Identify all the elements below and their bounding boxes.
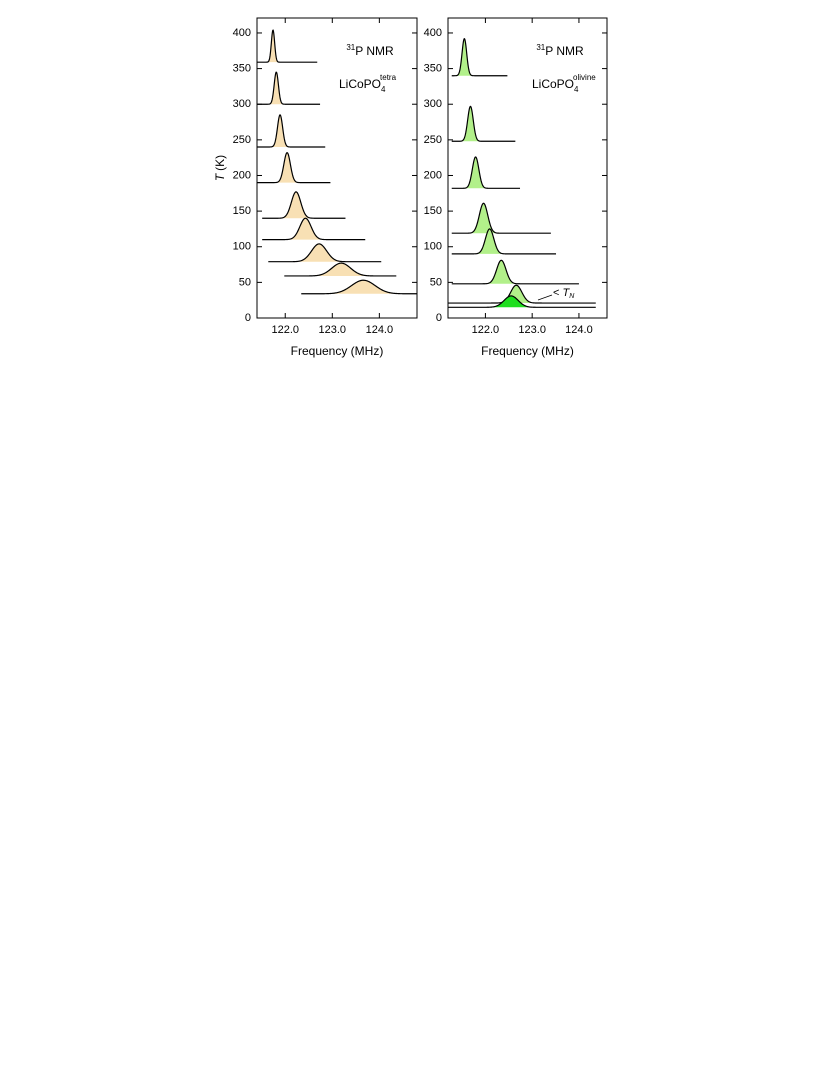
y-tick-label: 250 <box>424 134 442 146</box>
peak-fill <box>483 295 540 308</box>
x-tick-label: 122.0 <box>271 324 299 336</box>
y-tick-label: 350 <box>233 63 251 75</box>
plot-frame <box>447 17 608 319</box>
peak-fill <box>316 280 411 294</box>
x-tick-label: 123.0 <box>319 324 347 336</box>
spectrum-line <box>451 38 508 77</box>
y-tick-label: 400 <box>233 27 251 39</box>
y-tick-label: 200 <box>233 169 251 181</box>
y-tick-label: 50 <box>430 276 442 288</box>
y-tick-label: 50 <box>239 276 251 288</box>
peak-fill <box>493 285 539 304</box>
peak-fill <box>289 243 350 262</box>
y-tick-label: 250 <box>233 134 251 146</box>
spectrum-line <box>451 228 557 255</box>
x-tick-label: 124.0 <box>565 324 593 336</box>
y-tick-label: 200 <box>424 169 442 181</box>
annotation: < TN <box>553 287 575 300</box>
spectrum-line <box>451 202 551 234</box>
title-isotope: 31 <box>536 43 545 52</box>
y-tick-label: 0 <box>436 312 442 324</box>
compound-label: LiCoPO4 <box>532 77 579 94</box>
spectrum-line <box>268 243 382 263</box>
y-tick-label: 150 <box>424 205 442 217</box>
title-text: P NMR <box>545 44 584 58</box>
spectrum-line <box>451 156 521 189</box>
spectrum-line <box>284 262 397 277</box>
annotation-subscript: N <box>569 293 575 300</box>
x-tick-label: 123.0 <box>518 324 546 336</box>
spectrum-line <box>451 105 516 142</box>
peak-fill <box>462 156 489 189</box>
peak-fill <box>482 260 521 284</box>
spectrum-line <box>451 259 579 285</box>
y-tick-label: 400 <box>424 27 442 39</box>
compound-base: LiCoPO <box>339 77 381 91</box>
peak-fill <box>472 228 507 254</box>
spectrum-line <box>301 279 417 295</box>
peak-fill <box>266 30 280 63</box>
spectrum-line <box>447 284 596 304</box>
spectrum-line <box>257 152 331 184</box>
y-tick-label: 100 <box>424 241 442 253</box>
peak-fill <box>282 218 329 240</box>
peak-fill <box>273 152 301 183</box>
panel-title: 31P NMR <box>346 43 394 58</box>
compound-subscript: 4 <box>574 85 579 94</box>
x-axis-label: Frequency (MHz) <box>291 344 384 358</box>
spectrum-line <box>262 191 346 219</box>
compound-label: LiCoPO4 <box>339 77 386 94</box>
y-label-unit: (K) <box>213 155 227 171</box>
peak-fill <box>466 203 501 234</box>
title-text: P NMR <box>355 44 394 58</box>
x-tick-label: 122.0 <box>472 324 500 336</box>
plot-frame <box>256 17 418 319</box>
spectrum-line <box>447 295 596 308</box>
peak-fill <box>277 191 315 219</box>
compound-base: LiCoPO <box>532 77 574 91</box>
y-tick-label: 0 <box>245 312 251 324</box>
spectrum-line <box>257 29 318 63</box>
annotation-pointer <box>537 294 553 301</box>
peak-fill <box>459 106 482 142</box>
y-tick-label: 300 <box>424 98 442 110</box>
y-axis-label: T(K) <box>213 155 227 181</box>
compound-subscript: 4 <box>381 85 386 94</box>
spectrum-line <box>262 217 366 241</box>
title-isotope: 31 <box>346 43 355 52</box>
panel-title: 31P NMR <box>536 43 584 58</box>
y-tick-label: 100 <box>233 241 251 253</box>
y-tick-label: 350 <box>424 63 442 75</box>
annotation-symbol: < <box>553 287 562 299</box>
peak-fill <box>455 38 474 76</box>
peak-fill <box>303 263 379 276</box>
peak-fill <box>267 72 285 105</box>
compound-superscript: olivine <box>573 73 596 82</box>
y-tick-label: 150 <box>233 205 251 217</box>
compound-superscript: tetra <box>380 73 397 82</box>
annotation-variable: T <box>562 287 570 299</box>
spectrum-line <box>257 71 321 105</box>
peak-fill <box>269 114 291 147</box>
x-tick-label: 124.0 <box>366 324 394 336</box>
x-axis-label: Frequency (MHz) <box>481 344 574 358</box>
y-label-symbol: T <box>213 172 227 181</box>
spectrum-line <box>257 114 326 148</box>
y-tick-label: 300 <box>233 98 251 110</box>
